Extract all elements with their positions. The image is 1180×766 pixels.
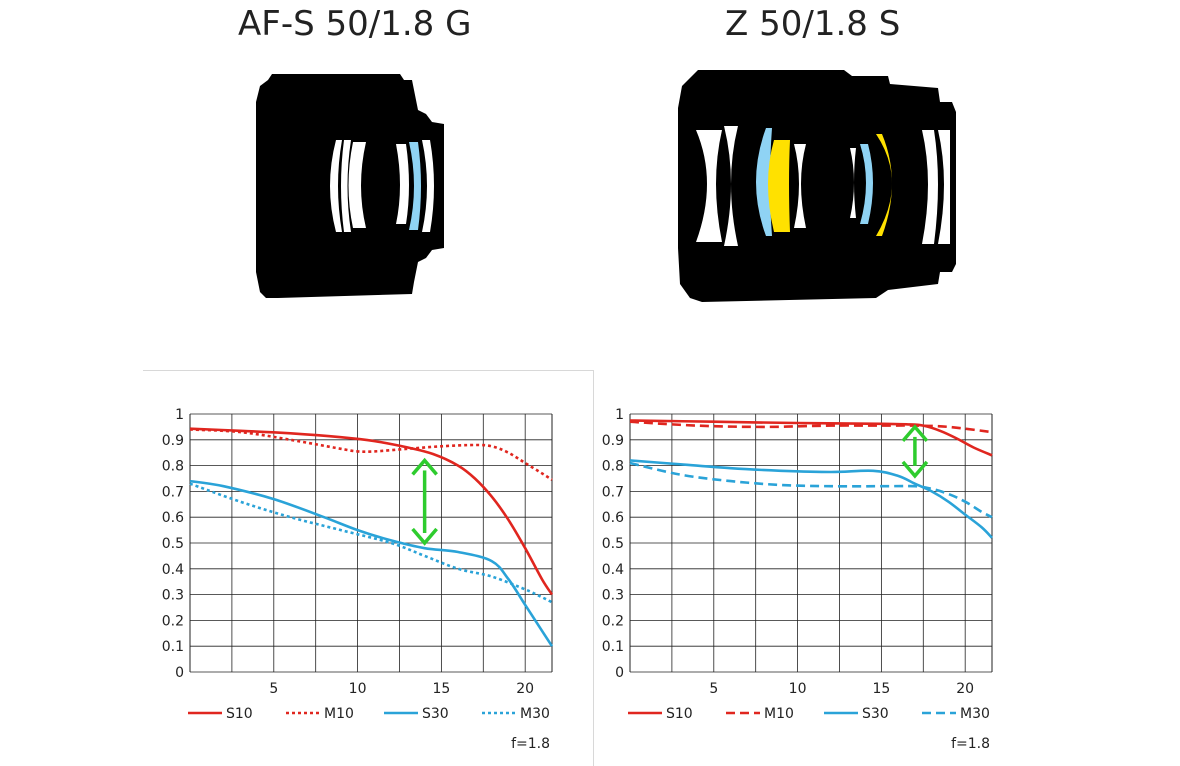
annotation-double-arrow xyxy=(901,424,929,479)
lens-element-7 xyxy=(860,144,873,224)
x-tick-label: 10 xyxy=(789,681,807,697)
lens-element-6 xyxy=(850,148,856,218)
lens-element-2 xyxy=(724,126,738,246)
legend-label-s10: S10 xyxy=(666,706,693,722)
lens-element-5 xyxy=(794,144,806,228)
series-line-m30 xyxy=(629,461,993,519)
lens-element-3 xyxy=(348,142,366,228)
panel-frame-top xyxy=(143,370,593,371)
panel-frame-divider xyxy=(593,370,594,766)
legend-label-s10: S10 xyxy=(226,706,253,722)
y-tick-label: 0.1 xyxy=(602,639,624,655)
lens-element-6 xyxy=(422,140,434,232)
y-tick-label: 0.3 xyxy=(162,588,184,604)
y-tick-label: 0 xyxy=(175,665,184,681)
y-tick-label: 0.8 xyxy=(162,459,184,475)
series-line-m30 xyxy=(189,482,553,604)
lens-element-9 xyxy=(922,130,938,244)
lens-cross-section-af-s xyxy=(256,74,444,298)
y-tick-label: 0.8 xyxy=(602,459,624,475)
annotation-double-arrow xyxy=(411,457,438,546)
y-tick-label: 0.4 xyxy=(162,562,184,578)
y-tick-label: 0.7 xyxy=(162,484,184,500)
arrow-head-up xyxy=(901,424,929,443)
lens-element-2 xyxy=(341,140,351,232)
series-line-s10 xyxy=(629,419,993,457)
legend-label-s30: S30 xyxy=(862,706,889,722)
lens-element-4 xyxy=(396,144,409,224)
series-line-m10 xyxy=(189,428,553,481)
y-tick-label: 0 xyxy=(615,665,624,681)
lens-element-8 xyxy=(876,134,892,236)
lens-element-4 xyxy=(768,140,790,232)
y-tick-label: 0.1 xyxy=(162,639,184,655)
aperture-note: f=1.8 xyxy=(511,736,550,752)
lens-element-1 xyxy=(696,130,722,242)
lens-element-1 xyxy=(330,140,342,232)
series-line-s30 xyxy=(189,479,554,647)
y-tick-label: 0.4 xyxy=(602,562,624,578)
y-tick-label: 1 xyxy=(175,407,184,423)
legend-label-m30: M30 xyxy=(960,706,990,722)
lens-element-3 xyxy=(756,128,772,236)
legend-label-m30: M30 xyxy=(520,706,550,722)
lens-title-z: Z 50/1.8 S xyxy=(725,4,901,44)
x-tick-label: 5 xyxy=(269,681,278,697)
lens-cross-section-z xyxy=(678,70,956,302)
y-tick-label: 0.7 xyxy=(602,484,624,500)
x-tick-label: 15 xyxy=(432,681,450,697)
arrow-head-down xyxy=(411,527,438,546)
x-tick-label: 15 xyxy=(872,681,890,697)
lens-barrel xyxy=(678,70,956,302)
y-tick-label: 0.5 xyxy=(162,536,184,552)
x-tick-label: 5 xyxy=(709,681,718,697)
y-tick-label: 0.2 xyxy=(602,613,624,629)
y-tick-label: 0.6 xyxy=(602,510,624,526)
x-tick-label: 10 xyxy=(349,681,367,697)
y-tick-label: 0.6 xyxy=(162,510,184,526)
lens-element-10 xyxy=(938,130,950,244)
lens-element-5 xyxy=(409,142,421,230)
aperture-note: f=1.8 xyxy=(951,736,990,752)
y-tick-label: 0.9 xyxy=(602,433,624,449)
series-line-m10 xyxy=(629,420,993,434)
series-line-s10 xyxy=(189,427,554,596)
y-tick-label: 0.9 xyxy=(162,433,184,449)
y-tick-label: 1 xyxy=(615,407,624,423)
arrow-head-down xyxy=(901,460,929,479)
legend-label-s30: S30 xyxy=(422,706,449,722)
x-tick-label: 20 xyxy=(956,681,974,697)
y-tick-label: 0.2 xyxy=(162,613,184,629)
arrow-head-up xyxy=(411,457,438,476)
x-tick-label: 20 xyxy=(516,681,534,697)
y-tick-label: 0.3 xyxy=(602,588,624,604)
lens-title-af-s: AF-S 50/1.8 G xyxy=(238,4,472,44)
y-tick-label: 0.5 xyxy=(602,536,624,552)
legend-label-m10: M10 xyxy=(764,706,794,722)
legend-label-m10: M10 xyxy=(324,706,354,722)
series-line-s30 xyxy=(629,459,993,539)
